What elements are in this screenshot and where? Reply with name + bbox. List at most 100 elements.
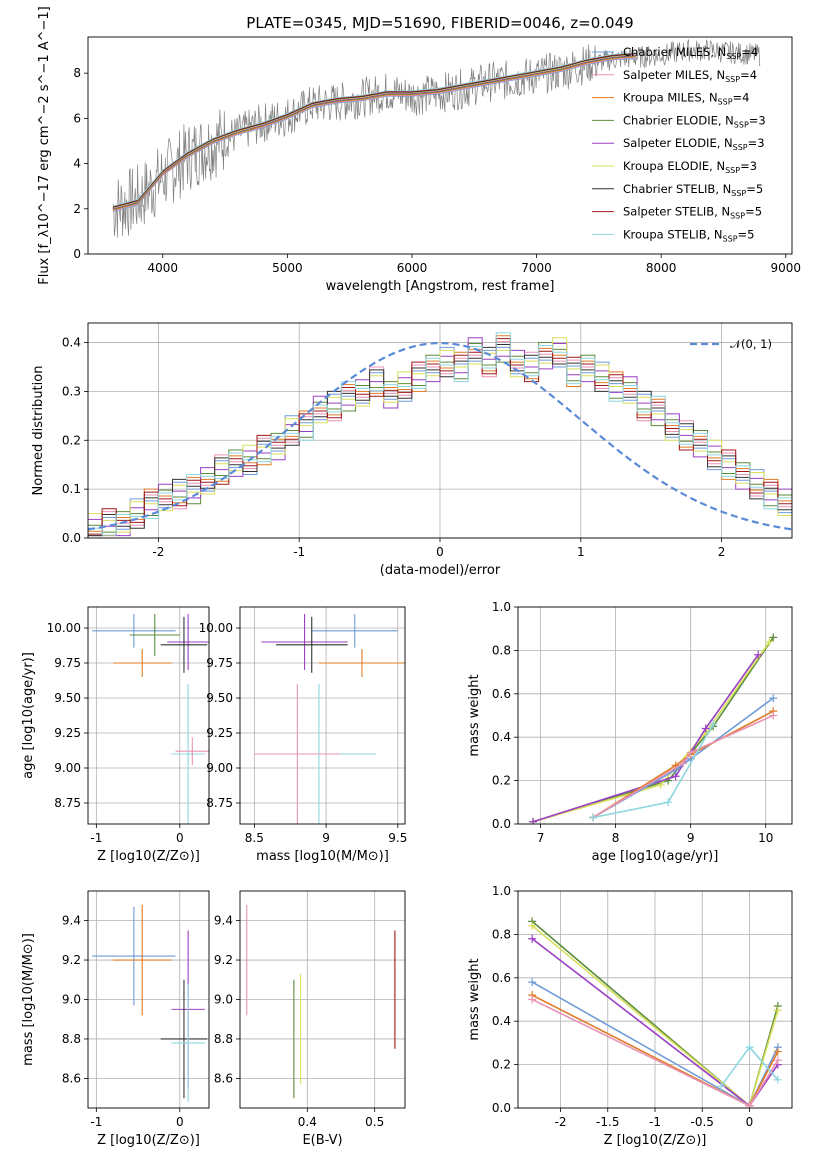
legend-label: Chabrier ELODIE, NSSP=3 [623,113,766,129]
y-tick-label: 0.3 [62,384,81,398]
legend-label: Salpeter ELODIE, NSSP=3 [623,136,765,152]
mass-weight-line [592,723,714,819]
y-tick-label: 1.0 [492,600,511,614]
x-tick-label: 9 [687,831,695,845]
x-tick-label: 0 [176,831,184,845]
plot-area [254,614,405,824]
y-tick-label: 9.2 [62,953,81,967]
legend-label: Salpeter STELIB, NSSP=5 [623,205,762,221]
x-tick-label: -2 [152,545,164,559]
mass-weight-marker [664,798,673,807]
y-tick-label: 0.4 [62,336,81,350]
mass-weight-marker [765,637,774,646]
mass-weight-marker [656,780,665,789]
x-tick-label: 0.4 [298,1115,317,1129]
y-tick-label: 9.0 [62,993,81,1007]
mass-weight-marker [745,1101,754,1108]
mass-weight-marker [773,1075,782,1084]
x-axis-label: Z [log10(Z/Z⊙)] [604,1133,707,1148]
figure-title: PLATE=0345, MJD=51690, FIBERID=0046, z=0… [246,14,633,32]
x-axis-label: mass [log10(M/M⊙)] [256,849,389,864]
mass-weight-marker [773,1006,782,1015]
x-tick-label: 2 [718,545,726,559]
x-tick-label: 4000 [147,261,178,275]
y-tick-label: 0.4 [492,1014,511,1028]
y-tick-label: 9.25 [54,726,81,740]
x-tick-label: 9000 [770,261,801,275]
axes-frame [517,890,793,1109]
axes-frame [239,890,406,1109]
model-line [112,54,637,210]
y-axis-label: mass weight [467,674,482,756]
y-tick-label: 0.8 [492,643,511,657]
mass-weight-marker [528,921,537,930]
x-tick-label: 7000 [521,261,552,275]
y-axis-label: mass weight [467,958,482,1040]
plot-area [92,614,209,824]
y-tick-label: 8.8 [214,1032,233,1046]
y-tick-label: 8 [73,66,81,80]
y-tick-label: 9.0 [214,993,233,1007]
x-tick-label: 1 [577,545,585,559]
axes-frame [517,606,793,825]
y-tick-label: 8.75 [54,796,81,810]
data-spectrum-line [112,38,761,238]
y-tick-label: 9.25 [206,726,233,740]
y-tick-label: 0 [73,247,81,261]
mass-weight-marker [754,650,763,659]
x-tick-label: -1 [90,831,102,845]
axes-frame [87,36,793,255]
model-line [112,53,637,209]
y-tick-label: 0.8 [492,927,511,941]
y-tick-label: 0.2 [62,433,81,447]
axes-frame [87,322,793,539]
mass-weight-marker [769,711,778,720]
x-tick-label: 0.5 [365,1115,384,1129]
legend-label: Kroupa ELODIE, NSSP=3 [623,159,757,175]
x-axis-label: wavelength [Angstrom, rest frame] [326,279,555,294]
x-tick-label: 8 [612,831,620,845]
y-tick-label: 8.75 [206,796,233,810]
x-tick-label: 10 [758,831,773,845]
histogram-step [88,335,792,537]
x-axis-label: E(B-V) [302,1133,342,1148]
y-tick-label: 9.4 [62,914,81,928]
y-tick-label: 2 [73,202,81,216]
y-tick-label: 9.50 [206,691,233,705]
x-tick-label: -1 [649,1115,661,1129]
y-axis-label: age [log10(age/yr)] [21,652,36,779]
mass-weight-marker [686,748,695,757]
y-tick-label: 0.6 [492,971,511,985]
model-line [112,52,637,208]
histogram-step [88,337,792,537]
mass-weight-marker [528,934,537,943]
plot-area [528,917,782,1108]
y-tick-label: 9.50 [54,691,81,705]
legend-label: 𝒩(0, 1) [730,337,772,351]
y-tick-label: 10.00 [199,621,233,635]
x-tick-label: 8000 [646,261,677,275]
x-tick-label: 5000 [272,261,303,275]
x-axis-label: Z [log10(Z/Z⊙)] [97,849,200,864]
panel-age_vs_Z: -1 0 8.75 9.00 9.25 9.50 9.75 10.00 Z [log10(Z/Z… [21,606,210,864]
x-tick-label: 9.5 [388,831,407,845]
panel-spectrum: 4000 5000 6000 7000 8000 9000 0 2 4 6 8 wavelength … [37,6,801,294]
panel-mw_vs_Z: -2 -1.5 -1 -0.5 0 0.0 0.2 0.4 0.6 0.8 1.0 Z [log10(… [467,884,793,1148]
mass-weight-marker [528,995,537,1004]
x-tick-label: -2 [555,1115,567,1129]
model-line [112,55,637,211]
legend-label: Kroupa STELIB, NSSP=5 [623,227,754,243]
panel-age_vs_mass: 8.5 9 9.5 8.75 9.00 9.25 9.50 9.75 10.00 mass [lo… [199,606,407,864]
histogram-step [88,342,792,533]
histogram-step [88,332,792,536]
y-tick-label: 0.0 [492,817,511,831]
mass-weight-line [532,641,771,823]
y-tick-label: 0.0 [62,531,81,545]
plot-area [92,904,208,1103]
mass-weight-marker [773,1047,782,1056]
y-tick-label: 6 [73,111,81,125]
x-tick-label: 7 [537,831,545,845]
y-tick-label: 8.8 [62,1032,81,1046]
legend-label: Kroupa MILES, NSSP=4 [623,91,749,107]
x-tick-label: 0 [436,545,444,559]
